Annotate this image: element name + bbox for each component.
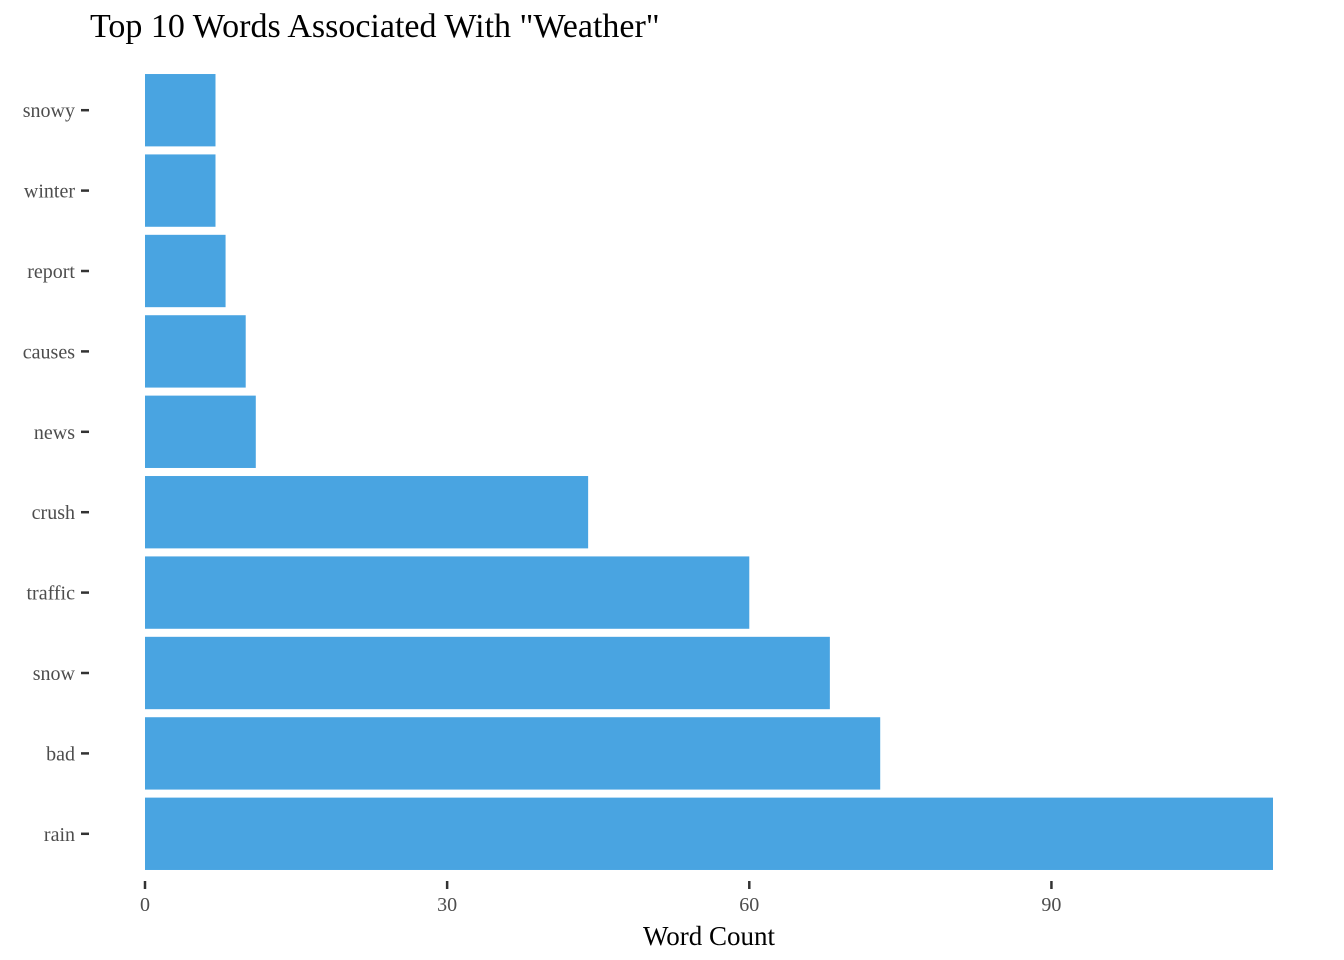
- bar-crush: [145, 476, 589, 549]
- y-tick-label: winter: [24, 181, 75, 203]
- x-tick-label: 30: [437, 894, 457, 916]
- bar-news: [145, 395, 256, 468]
- x-tick-label: 90: [1041, 894, 1061, 916]
- y-tick-label: rain: [44, 824, 75, 846]
- x-axis-title: Word Count: [643, 921, 776, 951]
- y-axis: snowy winter report causes news crush traffic s…: [23, 100, 89, 846]
- y-tick-label: causes: [23, 341, 75, 363]
- y-tick-label: report: [27, 261, 75, 283]
- bar-rain: [145, 797, 1273, 870]
- bar-traffic: [145, 556, 750, 629]
- x-axis: 0 30 60 90: [140, 881, 1061, 916]
- bar-snowy: [145, 74, 216, 147]
- bar-causes: [145, 315, 246, 388]
- chart-title: Top 10 Words Associated With "Weather": [90, 8, 660, 45]
- y-tick-label: news: [34, 422, 75, 444]
- bar-report: [145, 234, 226, 308]
- y-tick-label: crush: [32, 502, 75, 524]
- y-tick-label: traffic: [27, 583, 76, 605]
- x-tick-label: 60: [739, 894, 759, 916]
- bar-bad: [145, 717, 881, 790]
- bar-snow: [145, 636, 830, 710]
- bar-winter: [145, 154, 216, 227]
- y-tick-label: snowy: [23, 100, 75, 122]
- bars-group: [145, 74, 1273, 870]
- x-tick-label: 0: [140, 894, 150, 916]
- y-tick-label: snow: [33, 663, 76, 685]
- y-tick-label: bad: [46, 743, 75, 765]
